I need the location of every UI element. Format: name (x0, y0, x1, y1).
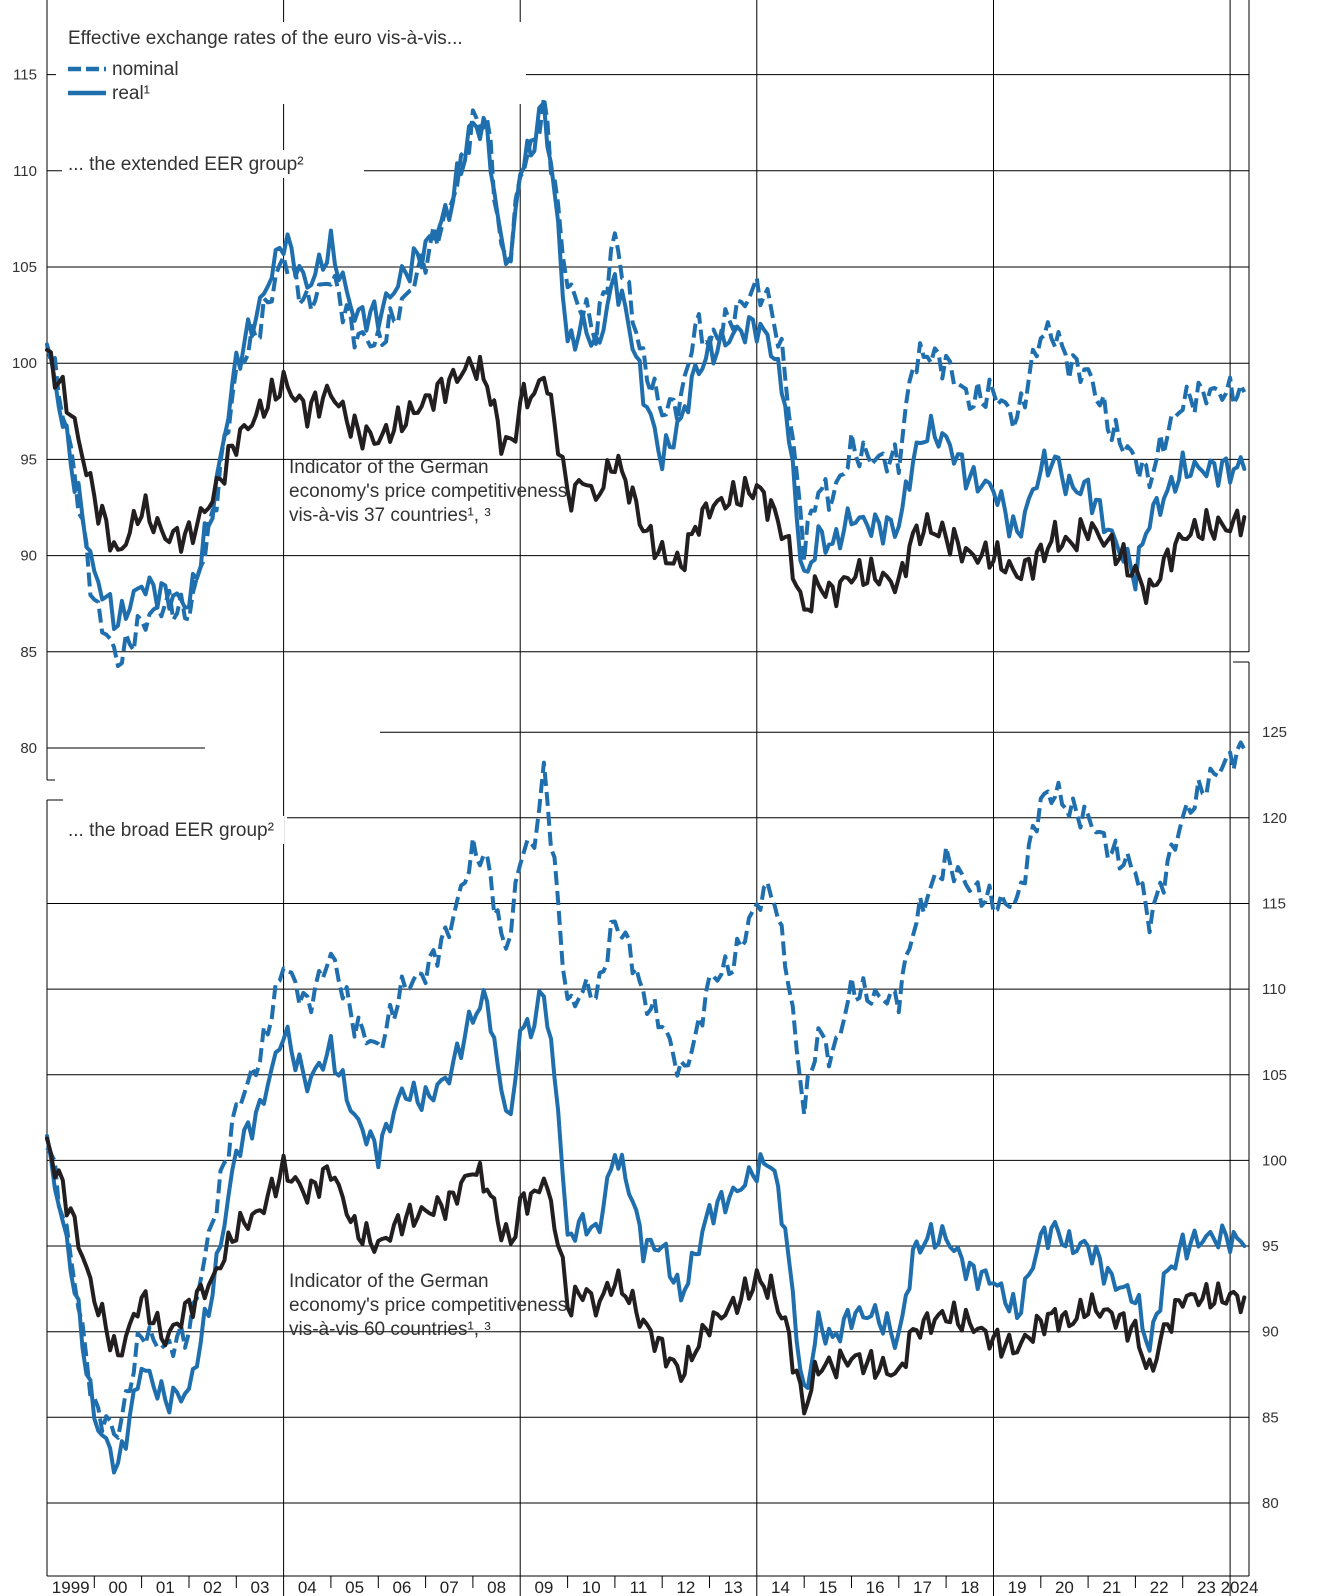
legend-header: Effective exchange rates of the euro vis… (68, 28, 463, 49)
legend-background (56, 22, 526, 104)
x-tick-label-2021: 21 (1102, 1578, 1121, 1596)
x-tick-label-2005: 05 (345, 1578, 364, 1596)
x-tick-label-2013: 13 (724, 1578, 743, 1596)
bottom-note-line-3: vis-à-vis 60 countries¹, ³ (289, 1319, 491, 1340)
x-tick-label-2000: 00 (109, 1578, 128, 1596)
gridlines (47, 0, 1249, 1596)
x-tick-label-2007: 07 (440, 1578, 459, 1596)
x-tick-label-2012: 12 (676, 1578, 695, 1596)
x-tick-label-2002: 02 (203, 1578, 222, 1596)
x-tick-label-2004: 04 (298, 1578, 317, 1596)
y-tick-bottom-90: 90 (1262, 1324, 1279, 1341)
x-tick-label-2009: 09 (534, 1578, 553, 1596)
series-bottom-nominal (45, 740, 1247, 1440)
series-top-nominal (45, 95, 1247, 669)
x-tick-label-2020: 20 (1055, 1578, 1074, 1596)
x-tick-label-2006: 06 (392, 1578, 411, 1596)
x-tick-label-2016: 16 (866, 1578, 885, 1596)
x-tick-label-1999: 1999 (52, 1578, 90, 1596)
x-tick-label-2003: 03 (251, 1578, 270, 1596)
y-tick-top-90: 90 (20, 548, 37, 565)
top-note-line-2: economy's price competitiveness (289, 481, 567, 502)
bottom-note-line-1: Indicator of the German (289, 1271, 489, 1292)
y-tick-top-95: 95 (20, 451, 37, 468)
x-tick-label-2008: 08 (487, 1578, 506, 1596)
top-note-line-3: vis-à-vis 37 countries¹, ³ (289, 505, 491, 526)
series-top-price-competitiveness (45, 347, 1247, 614)
y-tick-bottom-100: 100 (1262, 1152, 1287, 1169)
x-tick-label-2017: 17 (913, 1578, 932, 1596)
y-tick-top-105: 105 (12, 259, 37, 276)
bottom-panel-title: ... the broad EER group² (68, 820, 274, 841)
x-tick-label-2010: 10 (582, 1578, 601, 1596)
x-tick-label-2015: 15 (818, 1578, 837, 1596)
bottom-note-line-2: economy's price competitiveness (289, 1295, 567, 1316)
y-tick-labels: 80 85 90 95 100 105 110 115 80 85 90 95 100 105 110 115… (12, 67, 1287, 1512)
x-tick-label-2024: 2024 (1221, 1578, 1259, 1596)
y-tick-top-100: 100 (12, 355, 37, 372)
x-tick-label-2001: 01 (156, 1578, 175, 1596)
top-panel-title: ... the extended EER group² (68, 154, 304, 175)
y-tick-top-80: 80 (20, 740, 37, 757)
y-tick-bottom-120: 120 (1262, 810, 1287, 827)
y-tick-top-85: 85 (20, 644, 37, 661)
y-tick-bottom-105: 105 (1262, 1067, 1287, 1084)
y-tick-bottom-80: 80 (1262, 1495, 1279, 1512)
top-note-line-1: Indicator of the German (289, 457, 489, 478)
x-tick-label-2014: 14 (771, 1578, 790, 1596)
y-tick-bottom-85: 85 (1262, 1409, 1279, 1426)
series-lines (45, 95, 1247, 1475)
y-tick-bottom-110: 110 (1262, 981, 1286, 998)
y-tick-top-110: 110 (13, 163, 37, 180)
x-tick-label-2011: 11 (630, 1578, 648, 1596)
x-tick-labels: 1999 00 01 02 03 04 05 06 07 08 09 10 11 12 13 14 15 16 17… (52, 1578, 1259, 1596)
x-tick-label-2022: 22 (1150, 1578, 1169, 1596)
x-tick-label-2018: 18 (960, 1578, 979, 1596)
legend-item-nominal: nominal (112, 59, 179, 80)
x-tick-label-2019: 19 (1008, 1578, 1027, 1596)
legend-item-real: real¹ (112, 83, 150, 104)
x-tick-label-2023: 23 (1197, 1578, 1216, 1596)
series-bottom-price-competitiveness (45, 1136, 1247, 1416)
y-tick-top-115: 115 (13, 67, 37, 84)
y-tick-bottom-95: 95 (1262, 1238, 1279, 1255)
y-tick-bottom-125: 125 (1262, 724, 1287, 741)
bottom-title-background (62, 816, 284, 844)
chart-frame (46, 0, 1250, 1577)
series-top-real (45, 100, 1247, 631)
top-title-background (62, 150, 364, 178)
series-bottom-real (45, 988, 1247, 1475)
y-tick-bottom-115: 115 (1262, 896, 1286, 913)
